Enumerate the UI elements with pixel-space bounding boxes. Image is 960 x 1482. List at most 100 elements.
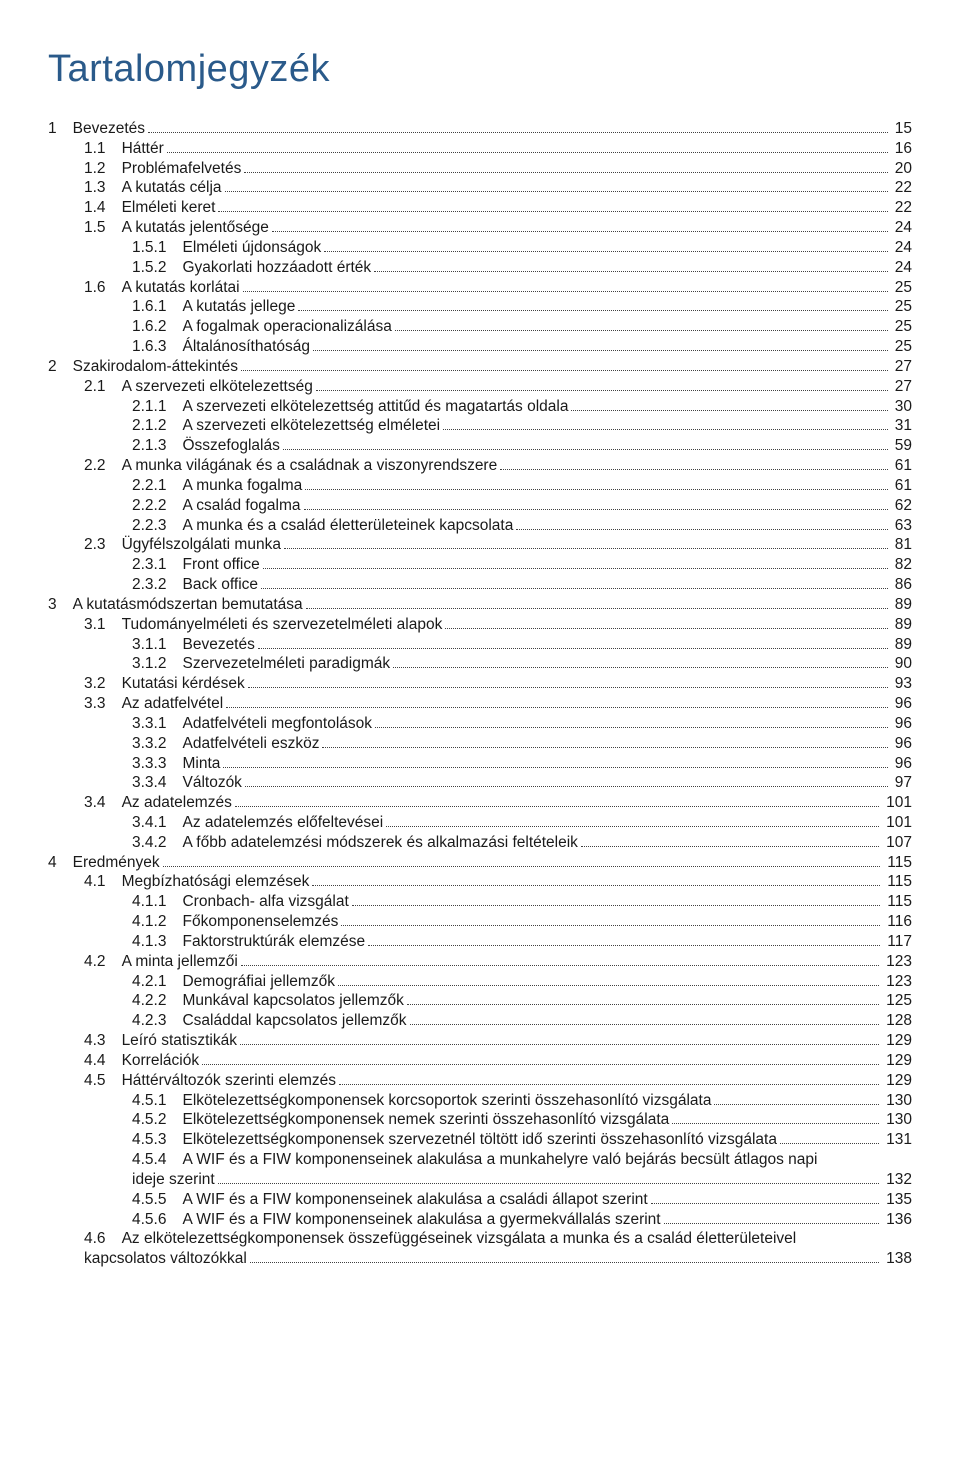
toc-row: 4.4Korrelációk129 xyxy=(48,1051,912,1071)
toc-label: Bevezetés xyxy=(73,119,145,139)
toc-page-number: 135 xyxy=(882,1190,912,1210)
toc-leader xyxy=(368,945,880,946)
toc-row: 2.1.3Összefoglalás59 xyxy=(48,436,912,456)
toc-leader xyxy=(240,1044,879,1045)
toc-number: 1.5.2 xyxy=(132,258,182,278)
toc-number: 4 xyxy=(48,853,73,873)
toc-page-number: 25 xyxy=(891,278,912,298)
toc-row: 4.5.1Elkötelezettségkomponensek korcsopo… xyxy=(48,1091,912,1111)
toc-row: 2Szakirodalom-áttekintés27 xyxy=(48,357,912,377)
toc-label: Eredmények xyxy=(73,853,160,873)
toc-label: A szervezeti elkötelezettség attitűd és … xyxy=(182,397,568,417)
toc-page-number: 96 xyxy=(891,754,912,774)
toc-number: 3.3.1 xyxy=(132,714,182,734)
toc-row: 3.4.2A főbb adatelemzési módszerek és al… xyxy=(48,833,912,853)
toc-row: 1.1Háttér16 xyxy=(48,139,912,159)
toc-page-number: 131 xyxy=(882,1130,912,1150)
toc-number: 1.4 xyxy=(84,198,122,218)
toc-row: 3A kutatásmódszertan bemutatása89 xyxy=(48,595,912,615)
toc-number: 2.1.1 xyxy=(132,397,182,417)
toc-page-number: 25 xyxy=(891,297,912,317)
toc-number: 2.2.1 xyxy=(132,476,182,496)
toc-page-number: 129 xyxy=(882,1071,912,1091)
toc-row: 2.3.2Back office86 xyxy=(48,575,912,595)
toc-number: 2.2 xyxy=(84,456,122,476)
toc-number: 4.2.1 xyxy=(132,972,182,992)
toc-leader xyxy=(284,548,888,549)
toc-row: 3.3.2Adatfelvételi eszköz96 xyxy=(48,734,912,754)
toc-page-number: 117 xyxy=(883,932,912,952)
toc-leader xyxy=(339,1084,879,1085)
toc-number: 3.4.2 xyxy=(132,833,182,853)
toc-label: Elméleti keret xyxy=(122,198,216,218)
document-page: Tartalomjegyzék 1Bevezetés151.1Háttér161… xyxy=(0,0,960,1317)
toc-leader xyxy=(386,826,879,827)
toc-leader xyxy=(272,231,888,232)
toc-number: 2.2.2 xyxy=(132,496,182,516)
toc-row: 3.3.1Adatfelvételi megfontolások96 xyxy=(48,714,912,734)
toc-leader xyxy=(248,687,888,688)
toc-label: Minta xyxy=(182,754,220,774)
toc-leader xyxy=(313,350,888,351)
toc-number: 3.2 xyxy=(84,674,122,694)
toc-label: Elkötelezettségkomponensek korcsoportok … xyxy=(182,1091,711,1111)
toc-label: Háttér xyxy=(122,139,164,159)
toc-row: 2.2.3A munka és a család életterületeine… xyxy=(48,516,912,536)
toc-page-number: 89 xyxy=(891,595,912,615)
toc-label: Munkával kapcsolatos jellemzők xyxy=(182,991,403,1011)
toc-leader xyxy=(316,390,888,391)
toc-number: 4.1.1 xyxy=(132,892,182,912)
toc-leader xyxy=(375,727,888,728)
toc-leader xyxy=(250,1262,879,1263)
toc-leader xyxy=(241,965,879,966)
toc-leader xyxy=(395,330,888,331)
toc-row: 4.2.1Demográfiai jellemzők123 xyxy=(48,972,912,992)
toc-page-number: 136 xyxy=(882,1210,912,1230)
toc-leader xyxy=(163,866,881,867)
toc-row: 4.5.4A WIF és a FIW komponenseinek alaku… xyxy=(48,1150,912,1170)
toc-number: 3.4 xyxy=(84,793,122,813)
toc-label: Front office xyxy=(182,555,259,575)
toc-leader xyxy=(218,1183,879,1184)
toc-label: A család fogalma xyxy=(182,496,300,516)
toc-leader xyxy=(410,1024,880,1025)
toc-number: 2.1.3 xyxy=(132,436,182,456)
toc-number: 3.1.2 xyxy=(132,654,182,674)
toc-number: 4.2.3 xyxy=(132,1011,182,1031)
toc-leader xyxy=(306,608,888,609)
toc-number: 4.5.6 xyxy=(132,1210,182,1230)
toc-number: 1.6.3 xyxy=(132,337,182,357)
toc-label: Problémafelvetés xyxy=(122,159,242,179)
toc-number: 2.3 xyxy=(84,535,122,555)
toc-number: 4.1.3 xyxy=(132,932,182,952)
toc-number: 4.5.4 xyxy=(132,1150,182,1170)
toc-row: 4.2A minta jellemzői123 xyxy=(48,952,912,972)
toc-row: 1.3A kutatás célja22 xyxy=(48,178,912,198)
toc-label: Az elkötelezettségkomponensek összefüggé… xyxy=(122,1229,797,1249)
toc-page-number: 128 xyxy=(882,1011,912,1031)
toc-label: A kutatás korlátai xyxy=(122,278,240,298)
toc-leader xyxy=(258,648,888,649)
toc-leader xyxy=(245,786,888,787)
toc-number: 2.3.2 xyxy=(132,575,182,595)
toc-leader xyxy=(516,529,887,530)
toc-leader xyxy=(500,469,888,470)
toc-page-number: 129 xyxy=(882,1031,912,1051)
toc-leader xyxy=(651,1203,879,1204)
toc-page-number: 24 xyxy=(891,258,912,278)
toc-page-number: 90 xyxy=(891,654,912,674)
toc-page-number: 115 xyxy=(883,853,912,873)
toc-label: A WIF és a FIW komponenseinek alakulása … xyxy=(182,1150,817,1170)
toc-page-number: 96 xyxy=(891,734,912,754)
toc-label: Ügyfélszolgálati munka xyxy=(122,535,281,555)
toc-label: A WIF és a FIW komponenseinek alakulása … xyxy=(182,1210,660,1230)
toc-page-number: 123 xyxy=(882,972,912,992)
toc-row: 4.1.2Főkomponenselemzés116 xyxy=(48,912,912,932)
toc-row: 3.1Tudományelméleti és szervezetelméleti… xyxy=(48,615,912,635)
toc-label: A fogalmak operacionalizálása xyxy=(182,317,391,337)
toc-page-number: 20 xyxy=(891,159,912,179)
toc-number: 3.1.1 xyxy=(132,635,182,655)
toc-number: 4.5 xyxy=(84,1071,122,1091)
toc-page-number: 130 xyxy=(882,1091,912,1111)
toc-leader xyxy=(304,509,888,510)
